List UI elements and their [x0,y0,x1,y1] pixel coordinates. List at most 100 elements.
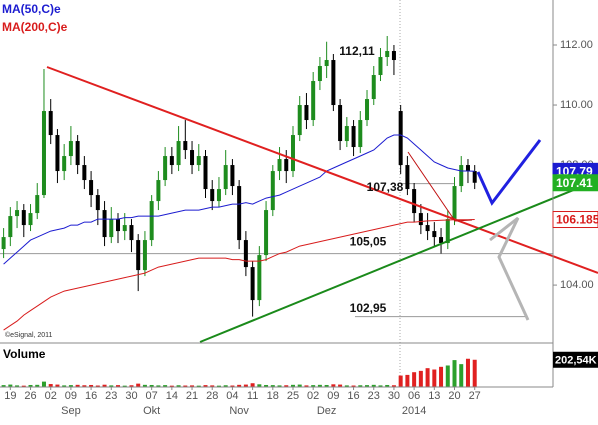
candle-body [365,99,370,121]
x-tick-label: 23 [368,390,380,402]
candle-body [15,210,20,217]
candle-body [210,189,215,202]
candle-body [264,210,269,256]
x-tick-label: 23 [105,390,117,402]
x-tick-label: 18 [267,390,279,402]
volume-bar [230,385,235,387]
volume-bar [15,385,20,387]
volume-bar [284,385,289,387]
candle-body [142,240,147,271]
month-label: Sep [61,405,81,417]
volume-bar [391,385,396,387]
candle-body [385,51,390,58]
candle-body [445,219,450,244]
volume-bar [398,375,403,387]
ma-line [3,219,475,331]
x-tick-label: 28 [206,390,218,402]
ma-line [3,134,475,265]
projection-arrow [476,139,542,206]
x-tick-label: 06 [408,390,420,402]
month-label: Nov [229,405,249,417]
candle-body [432,231,437,238]
volume-bar [331,384,336,387]
price-label: 107.41 [556,176,593,190]
volume-bar [216,385,221,387]
volume-bar [338,384,343,387]
month-label: Dez [317,405,337,417]
legend-entry: MA(200,C)e [2,20,68,34]
candle-body [358,120,363,148]
volume-bar [109,385,114,387]
volume-bar [163,385,168,387]
volume-bar [95,385,100,387]
candle-body [102,210,107,238]
volume-bar [472,359,477,387]
candle-body [472,171,477,183]
candle-body [311,81,316,121]
candle-body [1,237,6,250]
price-box [552,174,598,192]
candle-body [163,156,168,181]
month-label: 2014 [402,405,426,417]
volume-box [553,351,598,368]
candle-body [129,225,134,241]
volume-bar [82,385,87,387]
candle-body [28,213,33,226]
volume-bar [412,372,417,387]
volume-bar [210,385,215,387]
x-tick-label: 20 [448,390,460,402]
candle-body [109,219,114,238]
volume-bar [432,369,437,387]
volume-bar [28,384,33,387]
annotation: 112,11 [339,44,375,58]
volume-label: 202,54K [555,355,597,367]
volume-bar [102,384,107,387]
candle-body [304,105,309,121]
candle-body [405,165,410,190]
candle-body [398,111,403,166]
volume-bar [365,385,370,387]
volume-bar [75,384,80,387]
annotation: 105,05 [350,235,387,249]
volume-bar [21,385,26,387]
volume-bar [1,385,6,387]
candle-body [257,255,262,301]
y-tick-label: 110.00 [560,99,593,111]
x-tick-label: 11 [247,390,258,402]
candle-body [89,180,94,196]
volume-bar [190,385,195,387]
volume-bar [425,368,430,387]
volume-bar [465,358,470,387]
volume-bar [35,384,40,387]
volume-bar [68,385,73,387]
legend-entry: MA(50,C)e [2,2,61,16]
candle-body [459,165,464,187]
candle-body [270,171,275,211]
volume-bar [149,384,154,387]
candle-body [418,213,423,226]
candle-body [62,156,67,172]
x-tick-label: 09 [327,390,339,402]
annotation: 102,95 [350,301,387,315]
volume-bar [196,385,201,387]
volume-bar [277,385,282,387]
candle-body [331,60,336,106]
volume-bar [311,385,316,387]
axis: 104.00106.00108.00110.00112.001926020916… [4,39,598,417]
volume-bar [122,385,127,387]
x-tick-label: 09 [65,390,77,402]
volume-bar [358,385,363,387]
candle-body [371,75,376,100]
plot-area [1,36,477,387]
candle-body [183,141,188,151]
volume-bar [297,384,302,387]
candle-body [8,216,13,238]
volume-bar [270,385,275,387]
candle-body [75,141,80,166]
candle-body [351,126,356,148]
candle-body [35,195,40,214]
candle-body [223,165,228,190]
volume-bar [264,384,269,387]
volume-bar [237,384,242,387]
